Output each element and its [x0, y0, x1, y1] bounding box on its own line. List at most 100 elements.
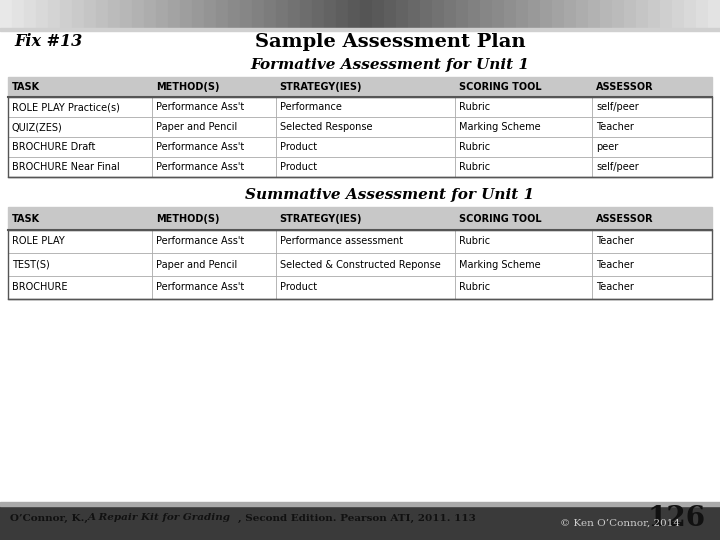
Bar	[0, 0, 720, 28]
Text: Teacher: Teacher	[596, 260, 634, 269]
Text: © Ken O’Connor, 2014: © Ken O’Connor, 2014	[560, 518, 680, 528]
Text: Performance Ass't: Performance Ass't	[156, 162, 245, 172]
Bar	[672, 0, 685, 28]
Bar	[432, 0, 445, 28]
Bar	[0, 28, 720, 31]
Bar	[8, 157, 712, 177]
Text: TASK: TASK	[12, 82, 40, 92]
Bar	[0, 28, 720, 505]
Bar	[156, 0, 169, 28]
Bar	[516, 0, 529, 28]
Bar	[552, 0, 565, 28]
Bar	[8, 97, 712, 177]
Text: Performance Ass't: Performance Ass't	[156, 102, 245, 112]
Text: ROLE PLAY: ROLE PLAY	[12, 237, 65, 246]
Bar	[108, 0, 121, 28]
Bar	[8, 276, 712, 299]
Bar	[8, 207, 712, 230]
Bar	[0, 502, 720, 506]
Bar	[468, 0, 481, 28]
Bar	[204, 0, 217, 28]
Text: Performance Ass't: Performance Ass't	[156, 237, 245, 246]
Bar	[324, 0, 337, 28]
Text: Marking Scheme: Marking Scheme	[459, 122, 541, 132]
Text: self/peer: self/peer	[596, 162, 639, 172]
Text: ASSESSOR: ASSESSOR	[596, 82, 654, 92]
Text: Rubric: Rubric	[459, 237, 490, 246]
Text: Selected Response: Selected Response	[279, 122, 372, 132]
Text: , Second Edition. Pearson ATI, 2011. 113: , Second Edition. Pearson ATI, 2011. 113	[238, 514, 476, 523]
Bar	[588, 0, 601, 28]
Bar	[396, 0, 409, 28]
Bar	[480, 0, 493, 28]
Text: BROCHURE Draft: BROCHURE Draft	[12, 142, 95, 152]
Bar	[684, 0, 697, 28]
Bar	[8, 137, 712, 157]
Bar	[144, 0, 157, 28]
Text: A Repair Kit for Grading: A Repair Kit for Grading	[88, 514, 231, 523]
Bar	[12, 0, 25, 28]
Text: Sample Assessment Plan: Sample Assessment Plan	[255, 33, 526, 51]
Text: Marking Scheme: Marking Scheme	[459, 260, 541, 269]
Text: Teacher: Teacher	[596, 122, 634, 132]
Text: Summative Assessment for Unit 1: Summative Assessment for Unit 1	[246, 188, 534, 202]
Text: METHOD(S): METHOD(S)	[156, 213, 220, 224]
Bar	[456, 0, 469, 28]
Text: Product: Product	[279, 162, 317, 172]
Bar	[336, 0, 349, 28]
Text: Performance: Performance	[279, 102, 341, 112]
Text: Product: Product	[279, 142, 317, 152]
Bar	[360, 0, 373, 28]
Bar	[120, 0, 133, 28]
Bar	[180, 0, 193, 28]
Bar	[192, 0, 205, 28]
Text: TEST(S): TEST(S)	[12, 260, 50, 269]
Text: Formative Assessment for Unit 1: Formative Assessment for Unit 1	[251, 58, 529, 72]
Bar	[24, 0, 37, 28]
Bar	[48, 0, 61, 28]
Bar	[660, 0, 673, 28]
Text: Teacher: Teacher	[596, 282, 634, 293]
Bar	[492, 0, 505, 28]
Text: STRATEGY(IES): STRATEGY(IES)	[279, 213, 362, 224]
Bar	[600, 0, 613, 28]
Bar	[8, 117, 712, 137]
Text: ASSESSOR: ASSESSOR	[596, 213, 654, 224]
Bar	[384, 0, 397, 28]
Text: Fix #13: Fix #13	[14, 33, 82, 51]
Bar	[96, 0, 109, 28]
Text: 126: 126	[648, 504, 706, 531]
Text: Rubric: Rubric	[459, 102, 490, 112]
Bar	[60, 0, 73, 28]
Bar	[8, 253, 712, 276]
Bar	[36, 0, 49, 28]
Bar	[420, 0, 433, 28]
Text: Performance Ass't: Performance Ass't	[156, 142, 245, 152]
Text: BROCHURE: BROCHURE	[12, 282, 68, 293]
Bar	[576, 0, 589, 28]
Text: Paper and Pencil: Paper and Pencil	[156, 260, 238, 269]
Text: Rubric: Rubric	[459, 142, 490, 152]
Text: Performance assessment: Performance assessment	[279, 237, 402, 246]
Bar	[240, 0, 253, 28]
Bar	[648, 0, 661, 28]
Text: STRATEGY(IES): STRATEGY(IES)	[279, 82, 362, 92]
Bar	[612, 0, 625, 28]
Bar	[348, 0, 361, 28]
Bar	[636, 0, 649, 28]
Bar	[276, 0, 289, 28]
Text: Rubric: Rubric	[459, 282, 490, 293]
Text: peer: peer	[596, 142, 618, 152]
Bar	[0, 506, 720, 540]
Bar	[72, 0, 85, 28]
Text: BROCHURE Near Final: BROCHURE Near Final	[12, 162, 120, 172]
Bar	[0, 0, 13, 28]
Bar	[8, 77, 712, 97]
Bar	[312, 0, 325, 28]
Text: Paper and Pencil: Paper and Pencil	[156, 122, 238, 132]
Text: QUIZ(ZES): QUIZ(ZES)	[12, 122, 63, 132]
Text: O’Connor, K.,: O’Connor, K.,	[10, 514, 91, 523]
Bar	[624, 0, 637, 28]
Bar	[300, 0, 313, 28]
Text: ROLE PLAY Practice(s): ROLE PLAY Practice(s)	[12, 102, 120, 112]
